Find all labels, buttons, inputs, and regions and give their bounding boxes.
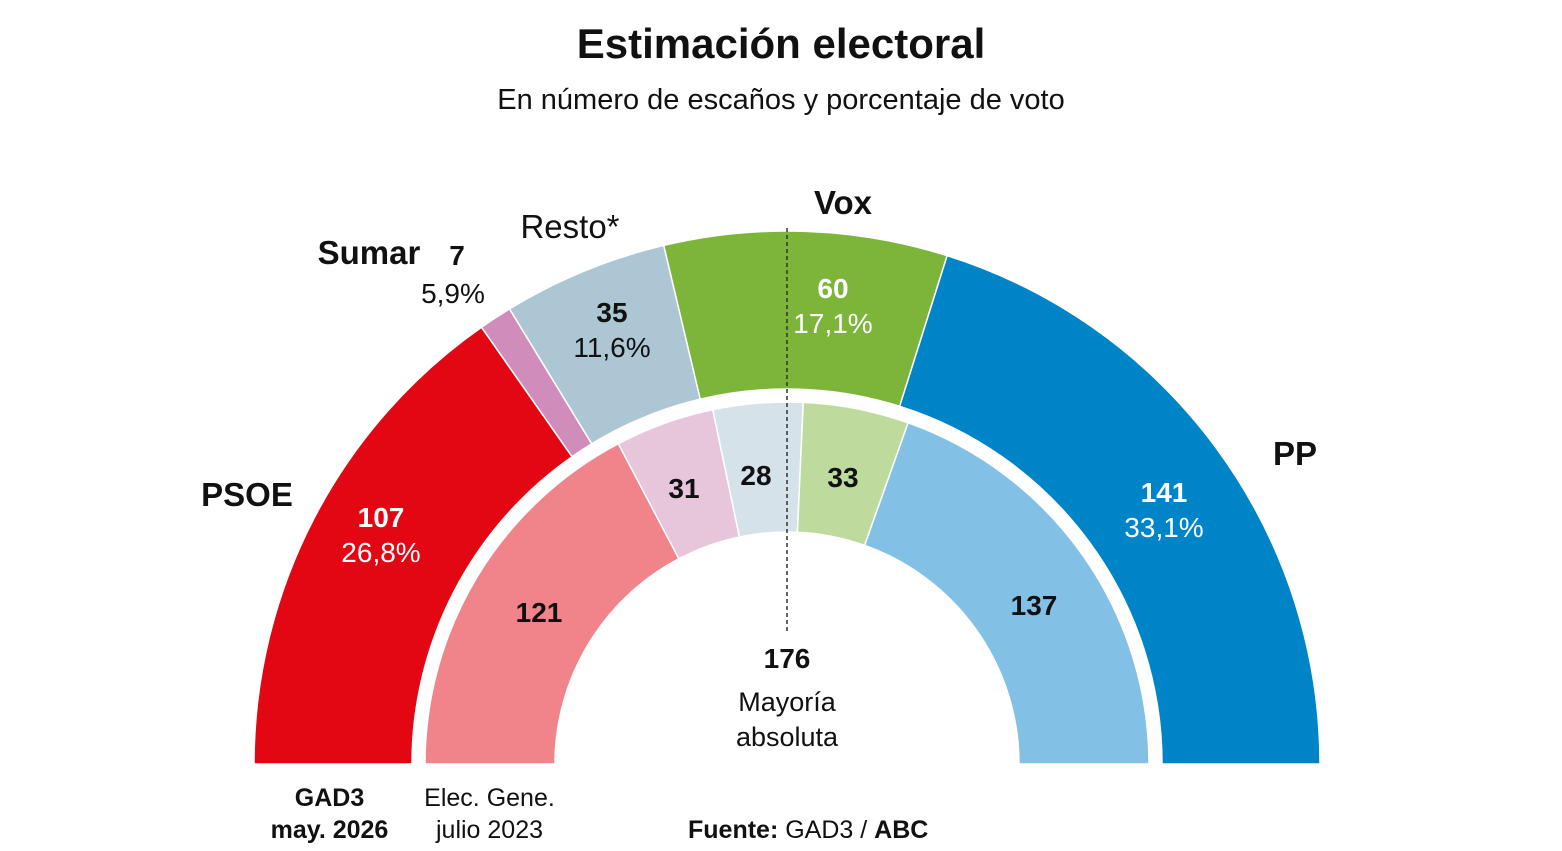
seats-label-resto: 35 (596, 297, 627, 328)
inner-seats-label-psoe: 121 (516, 597, 563, 628)
seats-label-vox: 60 (817, 273, 848, 304)
source-note: Fuente: GAD3 / ABC (688, 816, 928, 845)
source-media: ABC (874, 816, 929, 844)
chart-subtitle: En número de escaños y porcentaje de vot… (497, 84, 1065, 116)
source-value: GAD3 / (785, 816, 875, 844)
outer-ring (253, 230, 1321, 765)
majority-label-line2: absoluta (736, 722, 839, 752)
inner-seats-label-pp: 137 (1011, 590, 1058, 621)
chart-labels: 107 26,8% 35 11,6% 60 17,1% 141 33,1% 7 5,9% 121 31… (201, 184, 1317, 752)
outer-ring-caption-line2: may. 2026 (270, 816, 389, 844)
party-name-vox: Vox (814, 184, 873, 221)
vote-label-pp: 33,1% (1124, 512, 1203, 543)
outer-ring-caption-line1: GAD3 (294, 784, 365, 812)
inner-ring-caption-line1: Elec. Gene. (424, 784, 555, 812)
majority-label-line1: Mayoría (738, 687, 837, 717)
party-name-resto: Resto* (520, 208, 619, 245)
vote-label-psoe: 26,8% (341, 537, 420, 568)
seat-segment-inner-psoe (424, 442, 680, 765)
source-label: Fuente: (688, 816, 779, 844)
party-name-psoe: PSOE (201, 476, 293, 513)
party-name-pp: PP (1273, 435, 1317, 472)
seat-segment-inner-pp (863, 421, 1150, 765)
inner-seats-label-sumar: 31 (668, 473, 699, 504)
vote-label-resto: 11,6% (573, 332, 650, 363)
vote-label-sumar: 5,9% (421, 278, 485, 309)
seats-label-sumar: 7 (449, 240, 465, 271)
seats-label-psoe: 107 (358, 502, 405, 533)
inner-ring-caption-line2: julio 2023 (435, 816, 544, 844)
inner-seats-label-vox: 33 (827, 462, 858, 493)
inner-ring (424, 401, 1150, 765)
vote-label-vox: 17,1% (793, 308, 872, 339)
seats-label-pp: 141 (1141, 477, 1188, 508)
chart-title: Estimación electoral (576, 20, 986, 67)
party-name-sumar: Sumar (318, 234, 421, 271)
inner-seats-label-resto: 28 (740, 460, 771, 491)
seat-segment-outer-pp (898, 254, 1321, 765)
majority-seats: 176 (764, 643, 811, 674)
